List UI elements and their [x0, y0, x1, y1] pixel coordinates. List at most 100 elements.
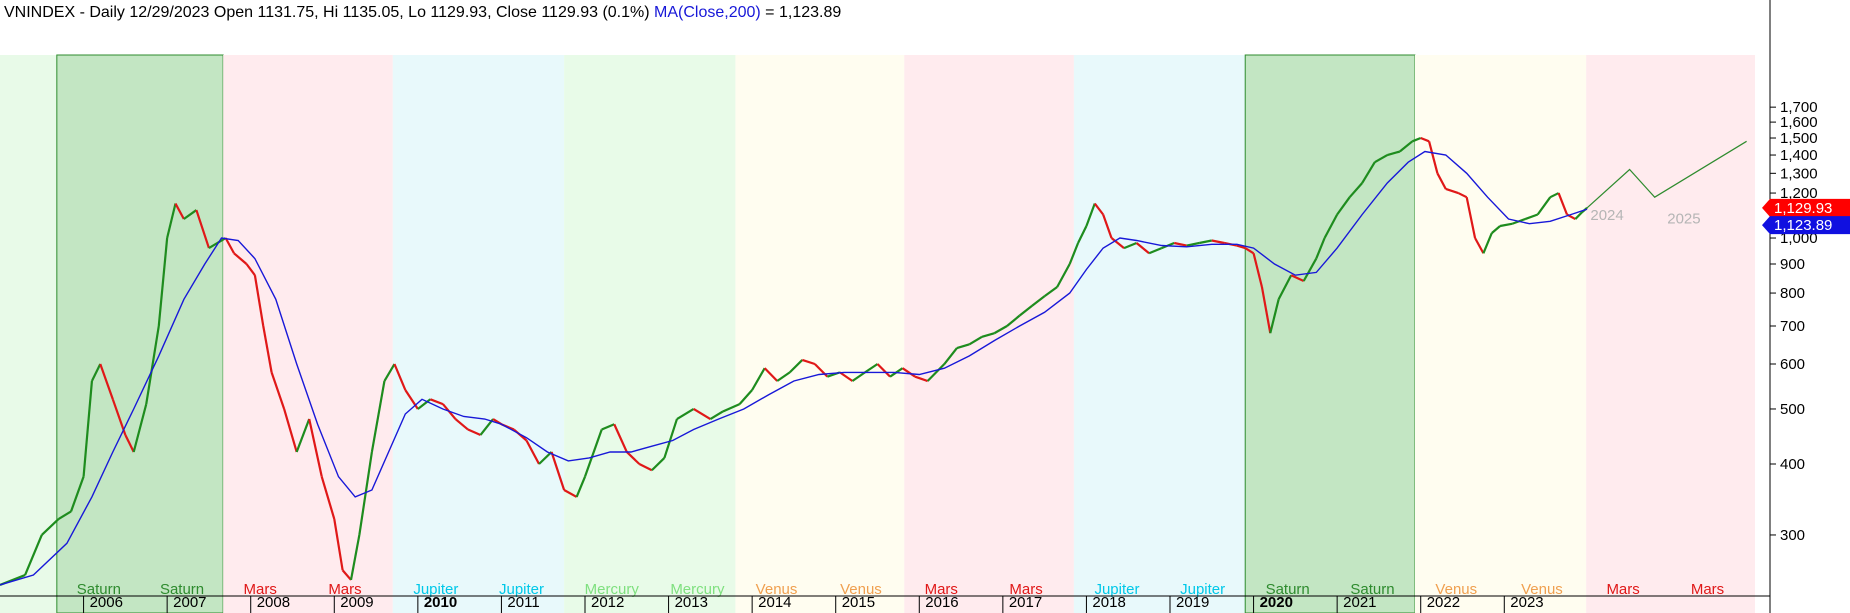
price-segment — [1068, 242, 1080, 265]
price-segment — [308, 418, 323, 477]
y-tick-label: 600 — [1780, 356, 1805, 373]
price-segment — [467, 428, 481, 436]
y-tick-label: 400 — [1780, 456, 1805, 473]
chart-header: VNINDEX - Daily 12/29/2023 Open 1131.75,… — [4, 4, 841, 21]
planet-period-bands: Saturn Saturn Mars Mars Jupiter Jupiter Mercur… — [0, 54, 1755, 613]
price-segment — [24, 534, 43, 576]
price-segment — [876, 363, 891, 378]
price-segment — [404, 389, 419, 410]
header-open-label: Open — [214, 4, 253, 21]
close-price-tag-text: 1,129.93 — [1774, 200, 1832, 217]
price-segment — [709, 410, 724, 420]
price-segment — [262, 325, 273, 373]
price-segment — [901, 367, 916, 378]
price-segment — [195, 209, 210, 249]
x-tick-label: 2023 — [1510, 594, 1543, 611]
header-change: (0.1%) — [602, 4, 649, 21]
y-tick-label: 1,000 — [1780, 230, 1818, 247]
price-segment — [693, 408, 711, 420]
price-segment — [583, 429, 603, 478]
price-segment — [1436, 172, 1447, 190]
price-segment — [993, 325, 1008, 335]
header-sep: - — [75, 4, 89, 21]
price-segment — [638, 463, 653, 472]
y-tick-label: 700 — [1780, 318, 1805, 335]
band-venus — [735, 55, 905, 613]
price-segment — [601, 423, 615, 431]
planet-label: Saturn — [160, 581, 204, 598]
y-tick-label: 800 — [1780, 285, 1805, 302]
header-symbol: VNINDEX — [4, 4, 75, 21]
price-segment — [626, 451, 641, 465]
price-segment — [1348, 182, 1364, 198]
price-segment — [1148, 247, 1163, 255]
price-segment — [575, 476, 587, 498]
y-tick-label: 900 — [1780, 256, 1805, 273]
price-segment — [1123, 241, 1137, 250]
price-segment — [383, 363, 396, 382]
price-segment — [253, 275, 265, 327]
price-segment — [90, 363, 102, 382]
header-hi-label: Hi — [323, 4, 338, 21]
planet-label: Mars — [925, 581, 958, 598]
y-tick-label: 300 — [1780, 527, 1805, 544]
header-lo-label: Lo — [408, 4, 426, 21]
band-mercury — [564, 55, 736, 613]
price-segment — [1018, 304, 1033, 317]
price-segment — [1399, 140, 1414, 153]
price-segment — [1199, 239, 1213, 245]
band-saturn — [1244, 54, 1416, 613]
planet-label: Mercury — [585, 581, 640, 598]
price-segment — [270, 372, 286, 410]
price-segment — [1524, 213, 1539, 221]
header-date: 12/29/2023 — [129, 4, 209, 21]
x-tick-label: 2017 — [1009, 594, 1042, 611]
projection-year-label: 2025 — [1667, 211, 1700, 228]
header-ma-eq: = — [761, 4, 779, 21]
price-segment — [1277, 274, 1293, 300]
x-tick-label: 2018 — [1092, 594, 1125, 611]
price-segment — [776, 371, 791, 382]
projection-line — [1586, 140, 1747, 209]
ma-line — [0, 150, 1588, 586]
planet-label: Saturn — [77, 581, 121, 598]
price-segment — [1465, 196, 1477, 239]
price-segment — [99, 363, 114, 400]
price-segment — [454, 418, 469, 431]
header-close: 1129.93 — [541, 4, 598, 21]
price-segment — [738, 389, 753, 405]
price-segment — [1374, 154, 1388, 164]
price-segment — [676, 408, 695, 420]
planet-label: Mars — [328, 581, 361, 598]
price-segment — [801, 358, 816, 366]
price-segment — [1110, 237, 1125, 249]
header-close-label: Close — [496, 4, 537, 21]
price-segment — [1386, 150, 1401, 157]
price-segment — [1361, 161, 1376, 184]
y-tick-label: 1,600 — [1780, 114, 1818, 131]
x-tick-label: 2006 — [90, 594, 123, 611]
x-tick-label: 2020 — [1260, 594, 1293, 611]
header-period: Daily — [89, 4, 125, 21]
price-segment — [1557, 192, 1568, 215]
price-segment — [1428, 141, 1439, 174]
close-price-tag: 1,129.93 — [1762, 198, 1850, 217]
price-segment — [1420, 136, 1430, 143]
band-jupiter — [1073, 55, 1246, 613]
ma-price-tag: 1,123.89 — [1762, 216, 1850, 235]
price-segment — [1260, 286, 1272, 334]
price-segment — [1574, 211, 1583, 220]
x-tick-label: 2007 — [173, 594, 206, 611]
price-segment — [157, 237, 169, 327]
header-ma-value: 1,123.89 — [779, 4, 841, 21]
price-segment — [145, 325, 160, 405]
price-segment — [1056, 263, 1071, 288]
price-segment — [183, 209, 198, 220]
price-segment — [1499, 222, 1513, 228]
price-segment — [41, 518, 60, 536]
planet-label: Mars — [1009, 581, 1042, 598]
price-segment — [651, 457, 666, 472]
price-segment — [914, 375, 929, 383]
x-tick-label: 2022 — [1427, 594, 1460, 611]
price-segment — [1043, 286, 1058, 298]
